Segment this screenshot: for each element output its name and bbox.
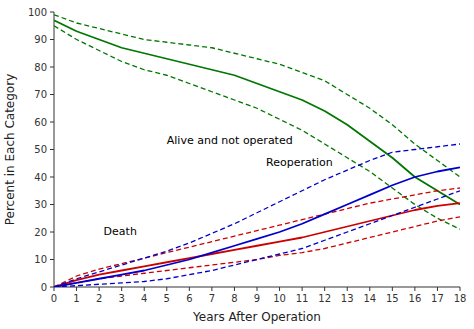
x-tick-label: 15: [386, 293, 399, 304]
x-tick: [392, 287, 393, 291]
y-axis-label: Percent in Each Category: [3, 74, 17, 226]
x-tick-label: 3: [118, 293, 124, 304]
x-tick: [99, 287, 100, 291]
x-tick: [414, 287, 415, 291]
x-tick-label: 16: [409, 293, 422, 304]
x-axis-label: Years After Operation: [192, 310, 321, 324]
y-tick-label: 20: [34, 227, 47, 238]
bound-line: [54, 144, 460, 287]
y-tick: [50, 39, 54, 40]
center-line: [54, 203, 460, 287]
x-tick-label: 10: [273, 293, 286, 304]
x-tick-label: 4: [141, 293, 147, 304]
x-tick-label: 9: [254, 293, 260, 304]
x-tick: [460, 287, 461, 291]
y-tick: [50, 67, 54, 68]
y-tick: [50, 259, 54, 260]
bound-line: [54, 15, 460, 177]
center-line: [54, 20, 460, 204]
x-tick-label: 14: [363, 293, 376, 304]
y-tick: [50, 204, 54, 205]
y-tick-label: 50: [34, 144, 47, 155]
y-tick: [50, 122, 54, 123]
x-tick-label: 12: [318, 293, 331, 304]
y-tick-label: 10: [34, 254, 47, 265]
x-tick: [121, 287, 122, 291]
bound-line: [54, 26, 460, 230]
bound-line: [54, 191, 460, 287]
x-tick: [211, 287, 212, 291]
x-tick: [369, 287, 370, 291]
y-tick-label: 70: [34, 89, 47, 100]
x-tick-label: 8: [231, 293, 237, 304]
x-tick-label: 1: [73, 293, 79, 304]
plot-area: [54, 15, 460, 287]
series-label: Death: [104, 225, 137, 238]
y-tick: [50, 287, 54, 288]
y-tick-label: 80: [34, 62, 47, 73]
y-tick-label: 60: [34, 117, 47, 128]
x-tick-label: 11: [296, 293, 309, 304]
series-label: Alive and not operated: [167, 134, 293, 147]
y-tick: [50, 177, 54, 178]
y-tick: [50, 149, 54, 150]
x-tick: [302, 287, 303, 291]
x-tick: [189, 287, 190, 291]
x-tick-label: 2: [96, 293, 102, 304]
x-tick-label: 6: [186, 293, 192, 304]
x-tick: [324, 287, 325, 291]
x-tick-label: 0: [51, 293, 57, 304]
x-tick-label: 5: [164, 293, 170, 304]
x-tick: [347, 287, 348, 291]
series-label: Reoperation: [266, 156, 333, 169]
center-line: [54, 167, 460, 287]
x-tick: [166, 287, 167, 291]
x-tick-label: 7: [209, 293, 215, 304]
x-tick: [279, 287, 280, 291]
y-tick: [50, 12, 54, 13]
x-tick: [234, 287, 235, 291]
y-tick-label: 40: [34, 172, 47, 183]
chart: 0123456789101112131415161718010203040506…: [0, 0, 474, 329]
y-tick-label: 90: [34, 34, 47, 45]
x-tick: [54, 287, 55, 291]
x-tick-label: 18: [454, 293, 467, 304]
y-tick: [50, 94, 54, 95]
x-tick: [437, 287, 438, 291]
y-tick-label: 0: [41, 282, 47, 293]
bound-line: [54, 188, 460, 287]
x-tick: [257, 287, 258, 291]
x-tick-label: 13: [341, 293, 354, 304]
x-tick-label: 17: [431, 293, 444, 304]
y-tick-label: 100: [28, 7, 47, 18]
x-tick: [144, 287, 145, 291]
x-tick: [76, 287, 77, 291]
y-tick: [50, 232, 54, 233]
y-tick-label: 30: [34, 199, 47, 210]
